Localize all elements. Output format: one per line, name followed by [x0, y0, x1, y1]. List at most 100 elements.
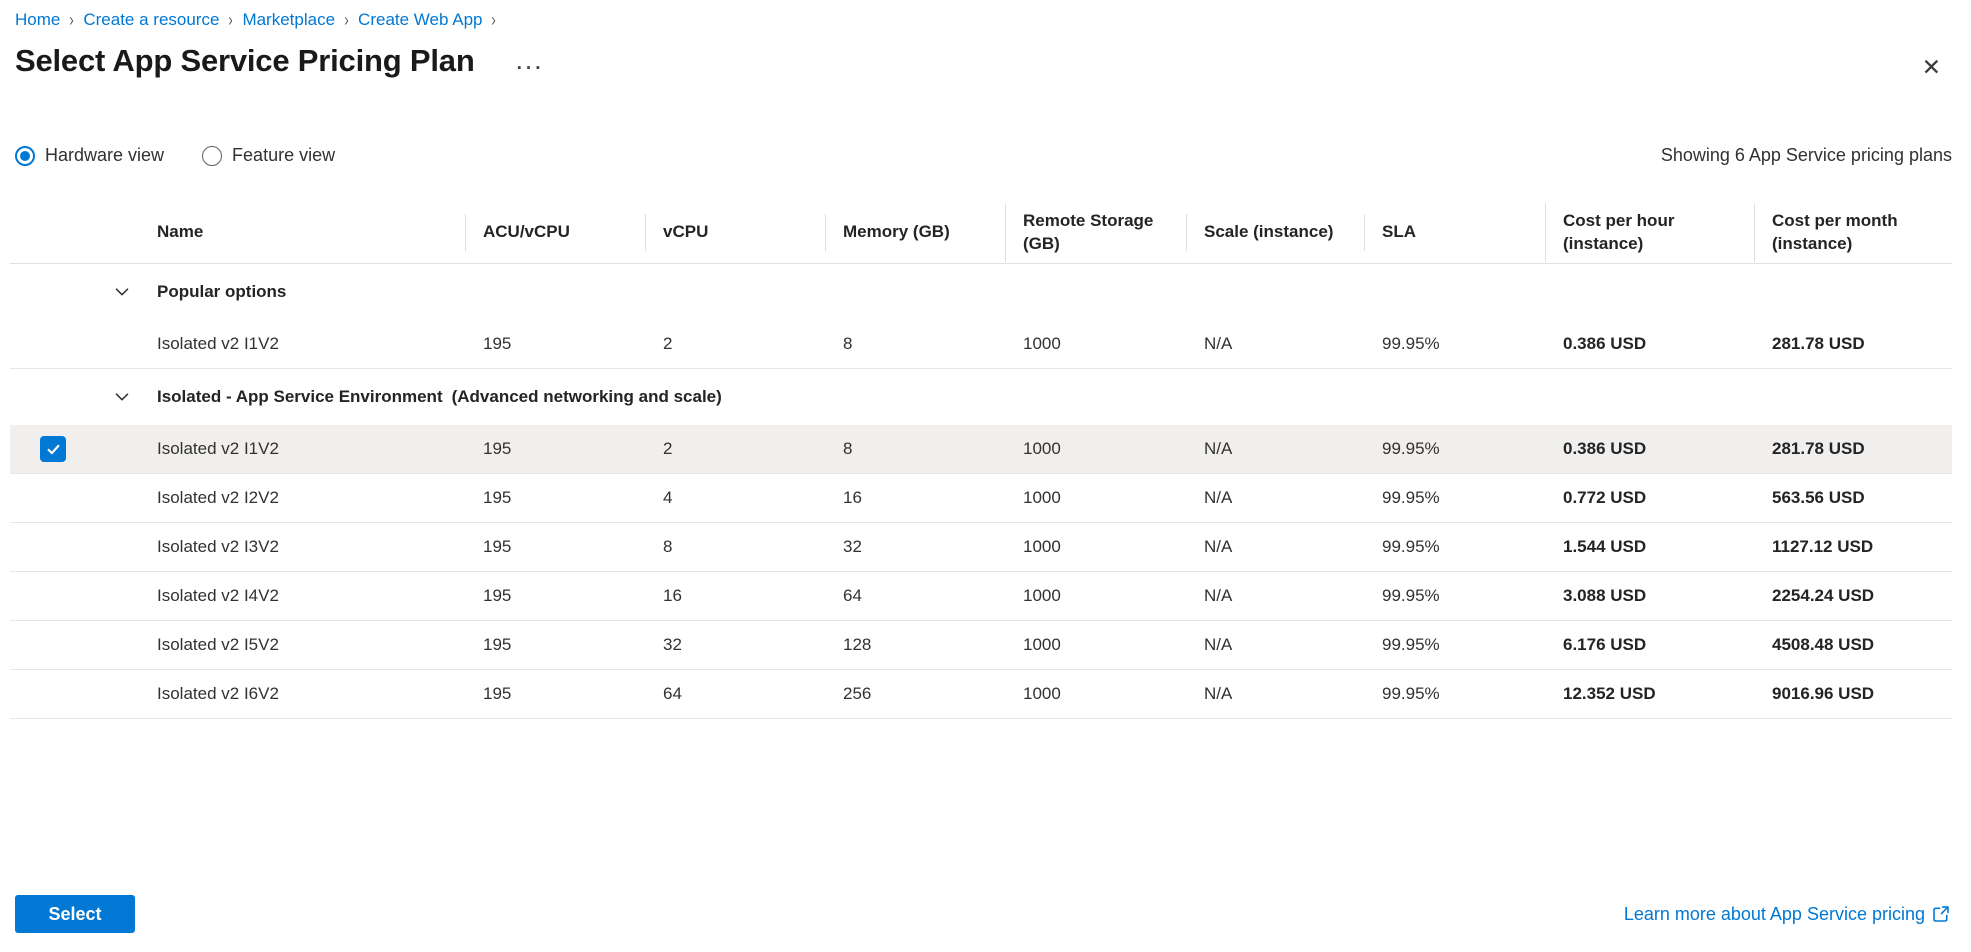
table-row[interactable]: Isolated v2 I5V2 195 32 128 1000 N/A 99.95% 6.1… [10, 621, 1952, 670]
plan-storage: 1000 [1023, 439, 1061, 458]
row-checkbox-cell [10, 436, 90, 462]
plan-vcpu: 16 [663, 586, 682, 605]
table-row[interactable]: Isolated v2 I4V2 195 16 64 1000 N/A 99.95% 3.08… [10, 572, 1952, 621]
plan-acu: 195 [483, 586, 512, 605]
row-checkbox-checked[interactable] [40, 436, 66, 462]
breadcrumb-link-1[interactable]: Create a resource [83, 10, 220, 29]
column-header-scale[interactable]: Scale (instance) [1186, 214, 1364, 251]
table-body: Popular options Isolated v2 I1V2 195 2 8 1000… [10, 264, 1952, 719]
plan-cost-hour: 0.386 USD [1563, 334, 1647, 353]
plan-vcpu: 64 [663, 684, 682, 703]
feature-view-label: Feature view [232, 145, 336, 165]
more-options-icon[interactable]: ··· [516, 58, 545, 79]
plan-memory: 16 [843, 488, 862, 507]
breadcrumb-link-2[interactable]: Marketplace [242, 10, 336, 29]
column-header-cost-hour[interactable]: Cost per hour (instance) [1545, 203, 1754, 262]
plan-sla: 99.95% [1382, 488, 1440, 507]
radio-unselected-icon[interactable] [202, 145, 223, 166]
page-title: Select App Service Pricing Plan [15, 43, 475, 78]
radio-selected-icon[interactable] [15, 145, 35, 166]
plan-cost-hour: 0.386 USD [1563, 439, 1647, 458]
plan-storage: 1000 [1023, 586, 1061, 605]
table-row[interactable]: Isolated v2 I3V2 195 8 32 1000 N/A 99.95% 1.544… [10, 523, 1952, 572]
plan-scale: N/A [1204, 684, 1233, 703]
group-row[interactable]: Isolated - App Service Environment (Advan… [10, 369, 1952, 425]
close-icon[interactable]: ✕ [1921, 54, 1941, 80]
breadcrumb-separator-icon: › [491, 9, 497, 31]
column-header-sla[interactable]: SLA [1364, 214, 1545, 251]
learn-more-link[interactable]: Learn more about App Service pricing [1624, 904, 1950, 925]
view-toolbar: Hardware view Feature view Showing 6 App… [15, 145, 1952, 166]
table-row[interactable]: Isolated v2 I1V2 195 2 8 1000 N/A 99.95% 0.386 … [10, 320, 1952, 369]
plan-vcpu: 2 [663, 439, 673, 458]
select-button[interactable]: Select [15, 895, 135, 933]
column-header-storage[interactable]: Remote Storage (GB) [1005, 203, 1186, 262]
plan-scale: N/A [1204, 488, 1233, 507]
plan-scale: N/A [1204, 537, 1233, 556]
plan-memory: 64 [843, 586, 862, 605]
plan-acu: 195 [483, 334, 512, 353]
plan-cost-hour: 12.352 USD [1563, 684, 1656, 703]
table-row[interactable]: Isolated v2 I6V2 195 64 256 1000 N/A 99.95% 12.… [10, 670, 1952, 719]
plan-sla: 99.95% [1382, 537, 1440, 556]
plan-storage: 1000 [1023, 488, 1061, 507]
plan-vcpu: 8 [663, 537, 673, 556]
plan-cost-hour: 1.544 USD [1563, 537, 1647, 556]
external-link-icon [1933, 906, 1949, 922]
column-header-acu[interactable]: ACU/vCPU [465, 214, 645, 251]
plan-vcpu: 2 [663, 334, 673, 353]
group-row[interactable]: Popular options [10, 264, 1952, 320]
plan-acu: 195 [483, 635, 512, 654]
chevron-down-icon[interactable] [90, 284, 157, 300]
plan-cost-month: 281.78 USD [1772, 439, 1865, 458]
plan-sla: 99.95% [1382, 586, 1440, 605]
plan-vcpu: 4 [663, 488, 673, 507]
breadcrumb-link-0[interactable]: Home [15, 10, 61, 29]
group-label: Popular options [157, 282, 1952, 302]
plan-scale: N/A [1204, 334, 1233, 353]
plan-sla: 99.95% [1382, 334, 1440, 353]
plan-acu: 195 [483, 488, 512, 507]
plan-scale: N/A [1204, 586, 1233, 605]
group-label-text: Isolated - App Service Environment [157, 387, 443, 406]
plan-memory: 128 [843, 635, 872, 654]
column-header-cost-month[interactable]: Cost per month (instance) [1754, 203, 1952, 262]
table-row[interactable]: Isolated v2 I1V2 195 2 8 1000 N/A 99.95% 0.386 … [10, 425, 1952, 474]
plan-memory: 32 [843, 537, 862, 556]
plan-scale: N/A [1204, 439, 1233, 458]
plan-storage: 1000 [1023, 684, 1061, 703]
breadcrumb-link-3[interactable]: Create Web App [358, 10, 483, 29]
plan-sla: 99.95% [1382, 684, 1440, 703]
breadcrumb-separator-icon: › [344, 9, 349, 31]
column-header-vcpu[interactable]: vCPU [645, 214, 825, 251]
plan-memory: 8 [843, 334, 853, 353]
plan-name: Isolated v2 I2V2 [157, 488, 279, 507]
chevron-down-icon[interactable] [90, 389, 157, 405]
column-header-name[interactable]: Name [157, 222, 204, 242]
pricing-table: Name ACU/vCPU vCPU Memory (GB) Remote St… [10, 202, 1952, 719]
plan-cost-month: 563.56 USD [1772, 488, 1865, 507]
plan-cost-hour: 6.176 USD [1563, 635, 1647, 654]
plan-name: Isolated v2 I4V2 [157, 586, 279, 605]
plan-sla: 99.95% [1382, 635, 1440, 654]
table-row[interactable]: Isolated v2 I2V2 195 4 16 1000 N/A 99.95% 0.772… [10, 474, 1952, 523]
feature-view-radio[interactable]: Feature view [202, 145, 335, 166]
hardware-view-radio[interactable]: Hardware view [15, 145, 164, 166]
plan-cost-month: 281.78 USD [1772, 334, 1865, 353]
plan-vcpu: 32 [663, 635, 682, 654]
plan-storage: 1000 [1023, 635, 1061, 654]
title-row: Select App Service Pricing Plan ··· [15, 39, 1971, 83]
footer-bar: Select Learn more about App Service pric… [15, 895, 1950, 933]
plan-acu: 195 [483, 684, 512, 703]
plan-cost-month: 2254.24 USD [1772, 586, 1875, 605]
group-label: Isolated - App Service Environment (Advan… [157, 387, 1952, 407]
learn-more-label: Learn more about App Service pricing [1623, 903, 1925, 924]
plan-scale: N/A [1204, 635, 1233, 654]
plan-count-summary: Showing 6 App Service pricing plans [1660, 145, 1952, 165]
breadcrumb: Home › Create a resource › Marketplace › Creat… [0, 0, 1971, 30]
plan-memory: 8 [843, 439, 853, 458]
plan-name: Isolated v2 I3V2 [157, 537, 279, 556]
column-header-memory[interactable]: Memory (GB) [825, 214, 1005, 251]
plan-cost-month: 4508.48 USD [1772, 635, 1875, 654]
